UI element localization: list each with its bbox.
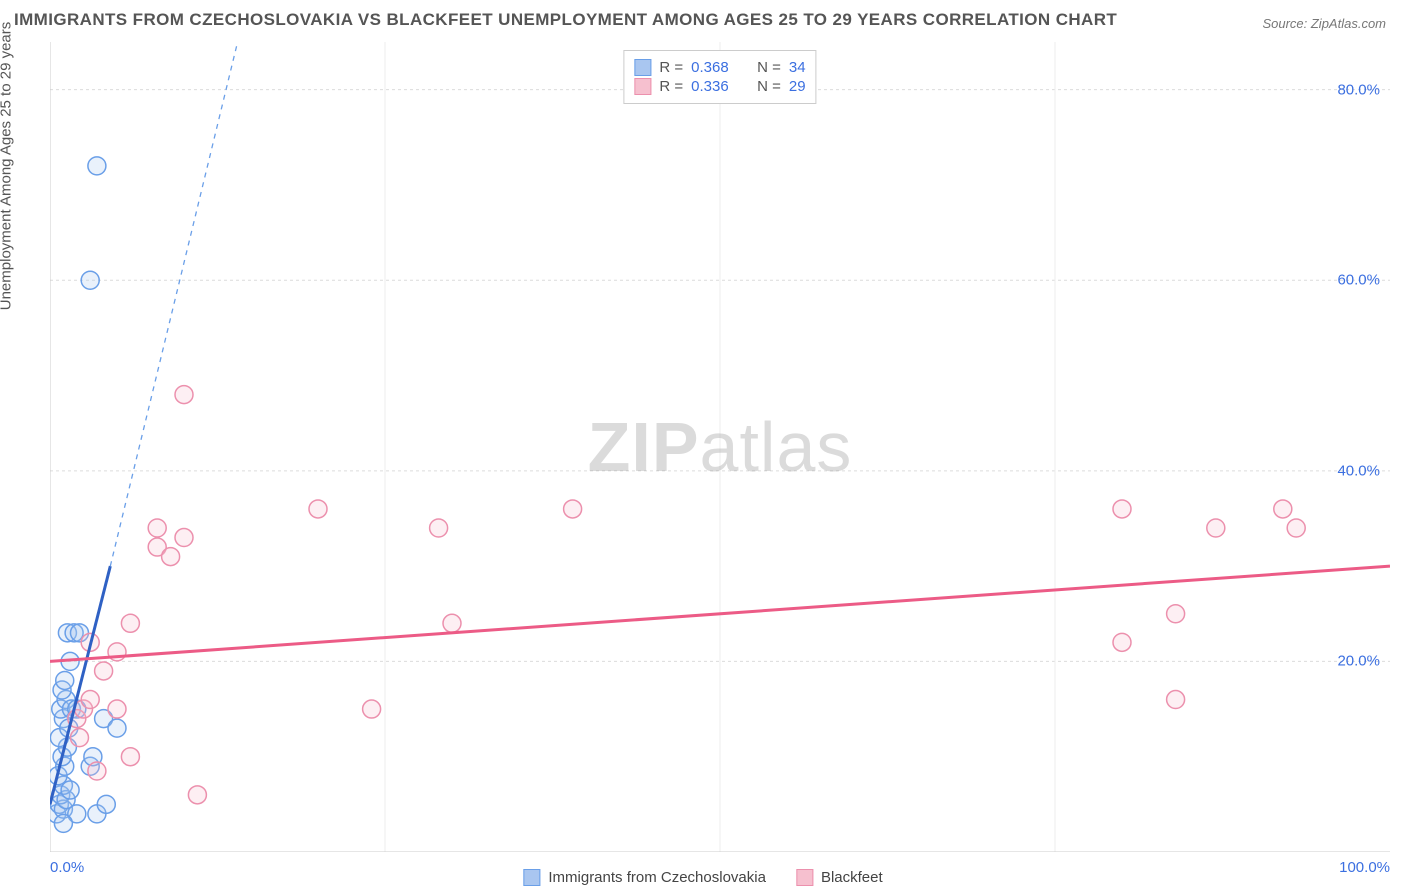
series-name: Immigrants from Czechoslovakia: [548, 869, 766, 886]
plot-container: ZIPatlas R =0.368N =34R =0.336N =29 20.0…: [50, 42, 1390, 852]
scatter-plot: [50, 42, 1390, 852]
r-value: 0.368: [691, 59, 741, 76]
legend-swatch: [523, 869, 540, 886]
n-label: N =: [757, 78, 781, 95]
series-legend: Immigrants from Czechoslovakia Blackfeet: [523, 869, 882, 886]
r-label: R =: [659, 78, 683, 95]
y-tick-label: 20.0%: [1337, 653, 1380, 670]
chart-title: IMMIGRANTS FROM CZECHOSLOVAKIA VS BLACKF…: [14, 10, 1117, 30]
legend-swatch: [796, 869, 813, 886]
stats-legend-box: R = 0.368 N = 34 R = 0.336 N = 29: [623, 50, 816, 104]
series-legend-item: Immigrants from Czechoslovakia: [523, 869, 766, 886]
x-tick-label: 0.0%: [50, 859, 84, 876]
y-tick-label: 60.0%: [1337, 272, 1380, 289]
legend-swatch: [634, 59, 651, 76]
x-tick-label: 100.0%: [1339, 859, 1390, 876]
r-label: R =: [659, 59, 683, 76]
stats-legend-row: R = 0.368 N = 34: [634, 59, 805, 76]
stats-legend-row: R = 0.336 N = 29: [634, 78, 805, 95]
legend-swatch: [634, 78, 651, 95]
r-value: 0.336: [691, 78, 741, 95]
n-value: 29: [789, 78, 806, 95]
n-label: N =: [757, 59, 781, 76]
y-tick-label: 80.0%: [1337, 81, 1380, 98]
source-label: Source: ZipAtlas.com: [1262, 16, 1386, 31]
series-legend-item: Blackfeet: [796, 869, 883, 886]
y-axis-label: Unemployment Among Ages 25 to 29 years: [0, 22, 15, 311]
n-value: 34: [789, 59, 806, 76]
y-tick-label: 40.0%: [1337, 462, 1380, 479]
series-name: Blackfeet: [821, 869, 883, 886]
